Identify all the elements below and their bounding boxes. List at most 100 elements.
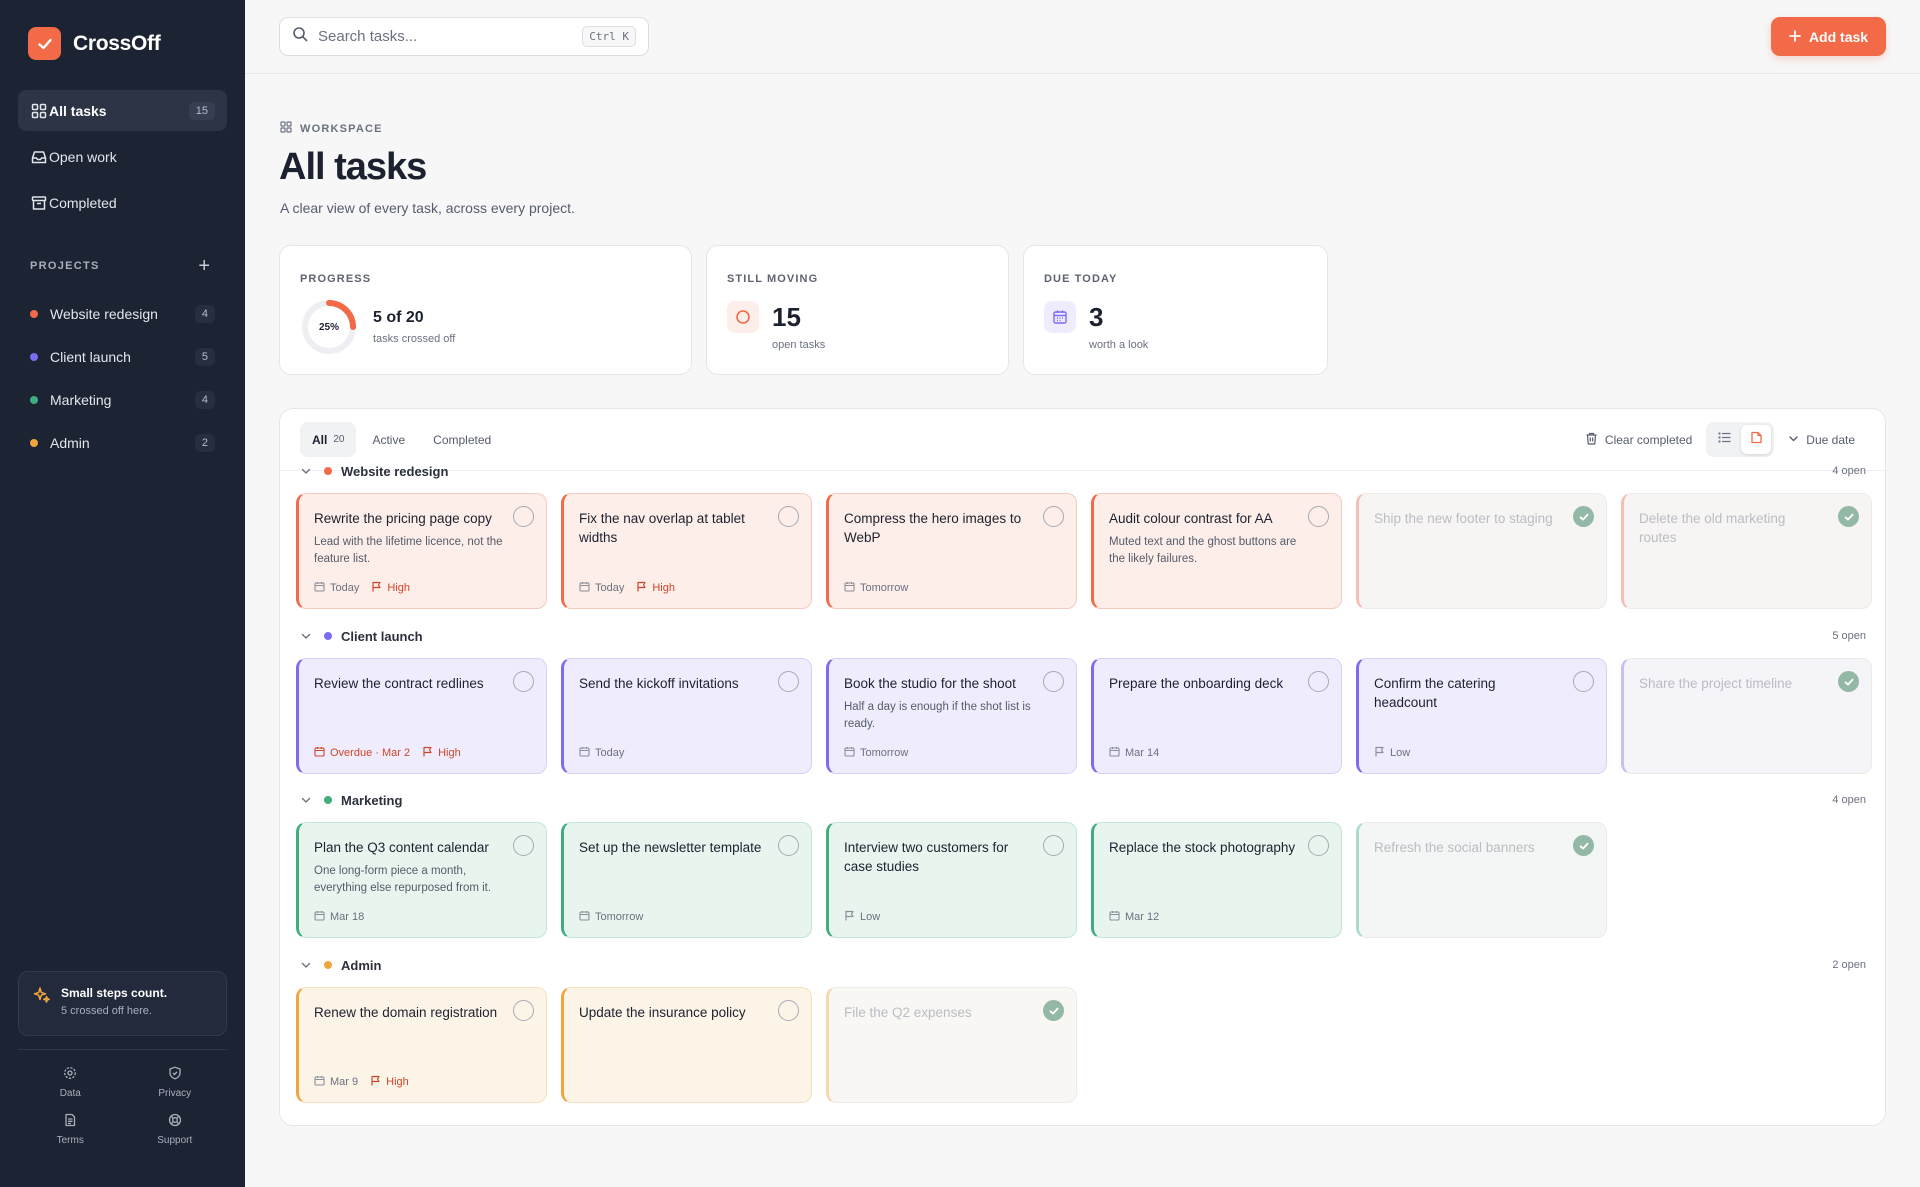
search-box[interactable]: Ctrl K [279, 17, 649, 56]
app-logo[interactable]: CrossOff [28, 27, 161, 60]
due-date-label: Today [595, 747, 625, 759]
complete-toggle[interactable] [513, 671, 534, 692]
task-card[interactable]: Rewrite the pricing page copy Lead with t… [296, 493, 547, 609]
complete-toggle[interactable] [778, 506, 799, 527]
task-card[interactable]: Ship the new footer to staging [1356, 493, 1607, 609]
complete-toggle[interactable] [1308, 835, 1329, 856]
completed-check-icon[interactable] [1838, 671, 1859, 692]
nav-item-label: All tasks [49, 102, 107, 119]
complete-toggle[interactable] [1043, 506, 1064, 527]
task-card[interactable]: Send the kickoff invitations Today [561, 658, 812, 774]
completed-check-icon[interactable] [1573, 506, 1594, 527]
list-icon [1718, 431, 1731, 449]
complete-toggle[interactable] [778, 1000, 799, 1021]
list-view-button[interactable] [1709, 425, 1739, 454]
completed-check-icon[interactable] [1838, 506, 1859, 527]
task-card[interactable]: Review the contract redlines Overdue · Ma… [296, 658, 547, 774]
complete-toggle[interactable] [1308, 671, 1329, 692]
sidebar-item-marketing[interactable]: Marketing 4 [18, 378, 227, 421]
task-meta: Low [844, 910, 880, 924]
priority-badge: High [422, 746, 461, 760]
sidebar-item-client-launch[interactable]: Client launch 5 [18, 335, 227, 378]
task-card[interactable]: Share the project timeline [1621, 658, 1872, 774]
chevron-down-icon[interactable] [300, 630, 312, 642]
project-color-dot [324, 632, 332, 640]
motivation-card: Small steps count. 5 crossed off here. [18, 971, 227, 1036]
add-task-button[interactable]: Add task [1771, 17, 1886, 56]
clear-completed-button[interactable]: Clear completed [1585, 432, 1692, 448]
complete-toggle[interactable] [513, 1000, 534, 1021]
nav-item-completed[interactable]: Completed [18, 182, 227, 223]
tab-all[interactable]: All 20 [300, 422, 357, 457]
task-title: File the Q2 expenses [844, 1005, 972, 1020]
task-card[interactable]: Compress the hero images to WebP Tomorrow [826, 493, 1077, 609]
complete-toggle[interactable] [513, 835, 534, 856]
tab-active[interactable]: Active [360, 422, 417, 457]
search-input[interactable] [318, 28, 583, 45]
calendar-icon [314, 910, 325, 924]
footer-link-support[interactable]: Support [123, 1113, 228, 1146]
add-project-plus-icon[interactable]: + [198, 255, 210, 277]
calendar-icon [314, 746, 325, 760]
complete-toggle[interactable] [778, 671, 799, 692]
task-title: Book the studio for the shoot [844, 676, 1016, 691]
chevron-down-icon[interactable] [300, 794, 312, 806]
due-date-label: Mar 12 [1125, 911, 1160, 923]
calendar-icon [844, 581, 855, 595]
complete-toggle[interactable] [513, 506, 534, 527]
completed-check-icon[interactable] [1573, 835, 1594, 856]
task-card[interactable]: Refresh the social banners [1356, 822, 1607, 938]
nav-item-open-work[interactable]: Open work [18, 136, 227, 177]
sidebar-item-website-redesign[interactable]: Website redesign 4 [18, 292, 227, 335]
chevron-down-icon[interactable] [300, 465, 312, 477]
task-card[interactable]: Plan the Q3 content calendar One long-for… [296, 822, 547, 938]
task-title: Delete the old marketing routes [1639, 511, 1786, 545]
footer-link-label: Privacy [158, 1088, 192, 1099]
task-card[interactable]: Set up the newsletter template Tomorrow [561, 822, 812, 938]
calendar-icon [314, 581, 325, 595]
complete-toggle[interactable] [778, 835, 799, 856]
task-card[interactable]: Replace the stock photography Mar 12 [1091, 822, 1342, 938]
task-card[interactable]: File the Q2 expenses [826, 987, 1077, 1103]
task-card[interactable]: Confirm the catering headcount Low [1356, 658, 1607, 774]
progress-value: 5 of 20 [373, 309, 424, 326]
page-title: All tasks [279, 146, 427, 188]
footer-link-data[interactable]: Data [18, 1066, 123, 1099]
task-card[interactable]: Update the insurance policy [561, 987, 812, 1103]
task-meta: Mar 9 High [314, 1075, 409, 1089]
due-date-label: Mar 14 [1125, 747, 1160, 759]
footer-link-privacy[interactable]: Privacy [123, 1066, 228, 1099]
project-count-badge: 4 [194, 304, 215, 323]
priority-badge: Low [1374, 746, 1410, 760]
group-name: Marketing [341, 792, 403, 808]
task-card[interactable]: Book the studio for the shoot Half a day … [826, 658, 1077, 774]
tab-completed[interactable]: Completed [421, 422, 503, 457]
sidebar-item-admin[interactable]: Admin 2 [18, 421, 227, 464]
complete-toggle[interactable] [1043, 671, 1064, 692]
project-label: Website redesign [50, 305, 158, 322]
task-title: Compress the hero images to WebP [844, 511, 1022, 545]
task-title: Send the kickoff invitations [579, 676, 739, 691]
complete-toggle[interactable] [1308, 506, 1329, 527]
calendar-icon [579, 581, 590, 595]
task-card[interactable]: Fix the nav overlap at tablet widths Toda… [561, 493, 812, 609]
task-card[interactable]: Interview two customers for case studies… [826, 822, 1077, 938]
complete-toggle[interactable] [1573, 671, 1594, 692]
footer-link-label: Data [59, 1088, 81, 1099]
completed-check-icon[interactable] [1043, 1000, 1064, 1021]
sort-dropdown[interactable]: Due date [1788, 433, 1855, 447]
search-shortcut-hint: Ctrl K [582, 26, 636, 47]
chevron-down-icon[interactable] [300, 959, 312, 971]
tab-count: 20 [333, 434, 345, 445]
task-card[interactable]: Prepare the onboarding deck Mar 14 [1091, 658, 1342, 774]
nav-item-all-tasks[interactable]: All tasks 15 [18, 90, 227, 131]
card-view-button[interactable] [1741, 425, 1772, 454]
due-date: Mar 14 [1109, 746, 1159, 760]
footer-link-terms[interactable]: Terms [18, 1113, 123, 1146]
task-card[interactable]: Delete the old marketing routes [1621, 493, 1872, 609]
task-card[interactable]: Renew the domain registration Mar 9 High [296, 987, 547, 1103]
group-open-count: 2 open [1832, 959, 1866, 971]
task-card[interactable]: Audit colour contrast for AA Muted text a… [1091, 493, 1342, 609]
due-today-stat-card: DUE TODAY 3 worth a look [1023, 245, 1328, 375]
complete-toggle[interactable] [1043, 835, 1064, 856]
